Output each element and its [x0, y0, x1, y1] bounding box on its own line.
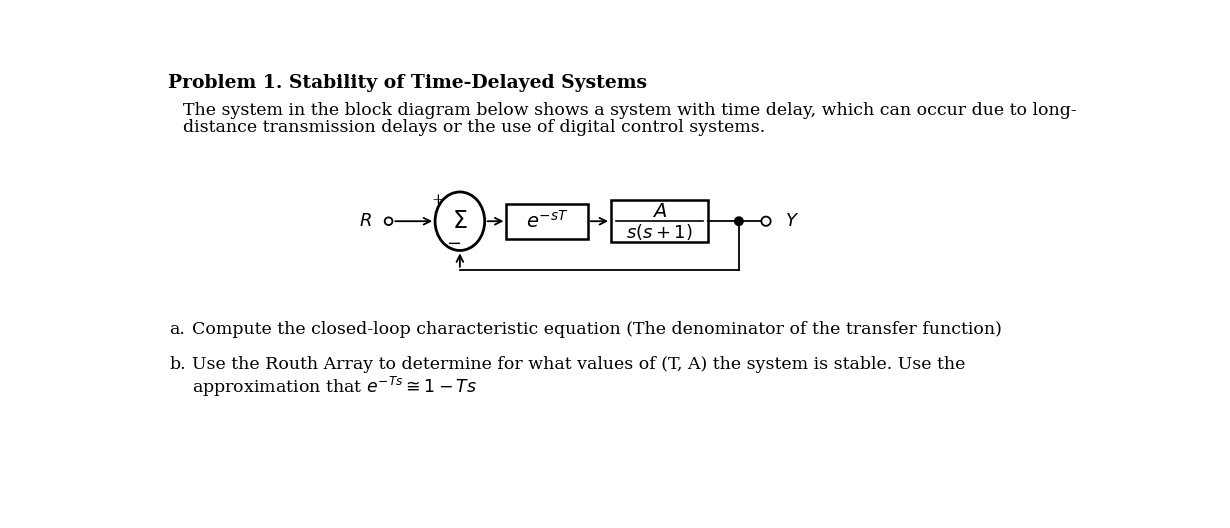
Text: Use the Routh Array to determine for what values of (T, A) the system is stable.: Use the Routh Array to determine for wha…	[193, 356, 966, 373]
Text: $\Sigma$: $\Sigma$	[453, 210, 467, 233]
Text: +: +	[432, 193, 444, 206]
Text: Problem 1. Stability of Time-Delayed Systems: Problem 1. Stability of Time-Delayed Sys…	[167, 74, 647, 92]
Bar	[507, 203, 588, 239]
Text: Compute the closed-loop characteristic equation (The denominator of the transfer: Compute the closed-loop characteristic e…	[193, 322, 1002, 338]
Text: −: −	[446, 235, 461, 253]
Text: $e^{-sT}$: $e^{-sT}$	[525, 210, 568, 232]
Circle shape	[734, 217, 743, 225]
Text: The system in the block diagram below shows a system with time delay, which can : The system in the block diagram below sh…	[183, 102, 1077, 119]
Text: b.: b.	[170, 356, 186, 373]
Bar	[611, 201, 708, 242]
Text: distance transmission delays or the use of digital control systems.: distance transmission delays or the use …	[183, 119, 765, 136]
Text: approximation that $e^{-Ts} \cong 1 - Ts$: approximation that $e^{-Ts} \cong 1 - Ts…	[193, 375, 477, 399]
Text: $Y$: $Y$	[786, 212, 800, 230]
Text: $A$: $A$	[652, 203, 667, 221]
Text: a.: a.	[170, 322, 186, 338]
Text: $R$: $R$	[359, 212, 371, 230]
Text: $s(s + 1)$: $s(s + 1)$	[626, 222, 692, 242]
